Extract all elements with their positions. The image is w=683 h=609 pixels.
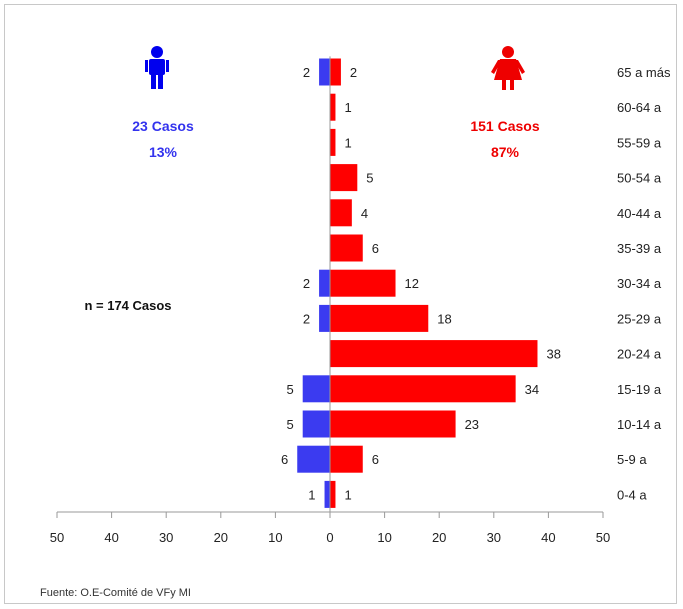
female-bar [330, 58, 341, 86]
x-tick-label: 40 [541, 530, 555, 545]
age-group-label: 5-9 a [617, 452, 647, 467]
age-group-label: 35-39 a [617, 241, 662, 256]
x-tick-label: 20 [214, 530, 228, 545]
male-cases-label: 23 Casos [132, 118, 194, 134]
age-group-label: 10-14 a [617, 417, 662, 432]
female-value-label: 12 [405, 276, 419, 291]
age-group-label: 20-24 a [617, 347, 662, 362]
female-bar [330, 128, 336, 156]
male-bar [319, 304, 330, 332]
x-tick-label: 10 [377, 530, 391, 545]
x-tick-label: 50 [596, 530, 610, 545]
x-tick-label: 50 [50, 530, 64, 545]
x-tick-label: 30 [487, 530, 501, 545]
male-value-label: 5 [286, 417, 293, 432]
age-group-label: 25-29 a [617, 311, 662, 326]
female-bar [330, 164, 358, 192]
female-bar [330, 480, 336, 508]
male-bar [324, 480, 330, 508]
male-value-label: 2 [303, 65, 310, 80]
male-bar [302, 410, 330, 438]
female-value-label: 23 [465, 417, 479, 432]
female-value-label: 34 [525, 382, 539, 397]
male-value-label: 2 [303, 311, 310, 326]
x-tick-label: 40 [104, 530, 118, 545]
female-value-label: 2 [350, 65, 357, 80]
total-cases-label: n = 174 Casos [84, 298, 171, 313]
female-value-label: 4 [361, 206, 368, 221]
chart-frame [4, 4, 677, 604]
male-bar [297, 445, 330, 473]
x-tick-label: 20 [432, 530, 446, 545]
age-group-label: 55-59 a [617, 135, 662, 150]
female-percent-label: 87% [491, 144, 520, 160]
female-bar [330, 234, 363, 262]
female-bar [330, 269, 396, 297]
x-tick-label: 0 [326, 530, 333, 545]
male-person-icon [145, 46, 169, 89]
female-bar [330, 375, 516, 403]
age-group-label: 0-4 a [617, 487, 647, 502]
male-value-label: 5 [286, 382, 293, 397]
female-value-label: 1 [344, 487, 351, 502]
x-tick-label: 10 [268, 530, 282, 545]
female-bar [330, 304, 429, 332]
age-group-label: 30-34 a [617, 276, 662, 291]
male-bar [319, 58, 330, 86]
female-bar [330, 93, 336, 121]
x-tick-label: 30 [159, 530, 173, 545]
female-value-label: 6 [372, 241, 379, 256]
male-percent-label: 13% [149, 144, 178, 160]
female-bar [330, 445, 363, 473]
female-bar [330, 199, 352, 227]
female-value-label: 18 [437, 311, 451, 326]
female-value-label: 6 [372, 452, 379, 467]
female-value-label: 5 [366, 171, 373, 186]
female-value-label: 1 [344, 135, 351, 150]
male-value-label: 1 [308, 487, 315, 502]
age-group-label: 15-19 a [617, 382, 662, 397]
female-value-label: 1 [344, 100, 351, 115]
age-group-label: 60-64 a [617, 100, 662, 115]
female-cases-label: 151 Casos [470, 118, 539, 134]
female-person-icon [491, 46, 525, 90]
male-value-label: 6 [281, 452, 288, 467]
male-bar [302, 375, 330, 403]
age-group-label: 50-54 a [617, 171, 662, 186]
female-bar [330, 410, 456, 438]
female-bar [330, 340, 538, 368]
age-group-label: 65 a más [617, 65, 671, 80]
source-note: Fuente: O.E-Comité de VFy MI [40, 587, 191, 599]
female-value-label: 38 [546, 347, 560, 362]
male-bar [319, 269, 330, 297]
age-group-label: 40-44 a [617, 206, 662, 221]
male-value-label: 2 [303, 276, 310, 291]
